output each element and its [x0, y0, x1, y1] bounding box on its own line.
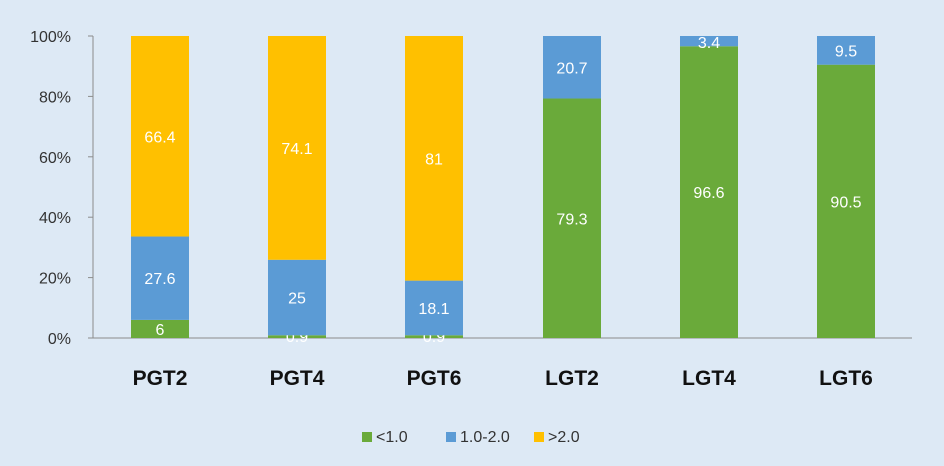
bar-segment [543, 36, 601, 99]
data-label: 90.5 [830, 194, 861, 211]
data-label: 9.5 [835, 43, 857, 60]
data-label: 27.6 [144, 271, 175, 288]
data-label: 66.4 [144, 129, 175, 146]
plot-area: 0%20%40%60%80%100%627.666.4PGT20.92574.1… [30, 29, 912, 390]
y-tick-label: 0% [48, 331, 71, 348]
data-label: 20.7 [556, 60, 587, 77]
legend-swatch [446, 432, 456, 442]
x-tick-label: PGT2 [133, 367, 188, 390]
y-tick-label: 40% [39, 210, 71, 227]
data-label: 6 [156, 322, 165, 339]
data-label: 18.1 [418, 301, 449, 318]
bar-segment [268, 36, 326, 260]
legend-swatch [362, 432, 372, 442]
bar-segment [405, 36, 463, 281]
y-tick-label: 60% [39, 150, 71, 167]
x-tick-label: LGT2 [545, 367, 599, 390]
legend-label: >2.0 [548, 429, 580, 446]
bar-segment [817, 64, 875, 338]
bar-segment [680, 36, 738, 47]
data-label: 79.3 [556, 211, 587, 228]
bar-segment [817, 36, 875, 65]
legend: <1.0 1.0-2.0 >2.0 [362, 429, 580, 446]
bar-segment [405, 335, 463, 338]
bar-segment [268, 335, 326, 338]
bar-segment [543, 98, 601, 338]
x-tick-label: LGT4 [682, 367, 736, 390]
bar-segment [131, 36, 189, 237]
y-tick-label: 80% [39, 89, 71, 106]
bar-segment [405, 280, 463, 336]
bar-segment [680, 46, 738, 338]
bar-segment [131, 236, 189, 320]
legend-label: 1.0-2.0 [460, 429, 510, 446]
x-tick-label: LGT6 [819, 367, 873, 390]
legend-swatch [534, 432, 544, 442]
data-label: 74.1 [281, 141, 312, 158]
data-label: 3.4 [698, 35, 720, 52]
y-tick-label: 20% [39, 271, 71, 288]
x-tick-label: PGT6 [407, 367, 462, 390]
legend-label: <1.0 [376, 429, 408, 446]
bar-segment [131, 319, 189, 338]
y-tick-label: 100% [30, 29, 71, 46]
data-label: 81 [425, 151, 443, 168]
x-tick-label: PGT4 [270, 367, 325, 390]
data-label: 25 [288, 291, 306, 308]
data-label: 96.6 [693, 185, 724, 202]
bar-segment [268, 259, 326, 336]
